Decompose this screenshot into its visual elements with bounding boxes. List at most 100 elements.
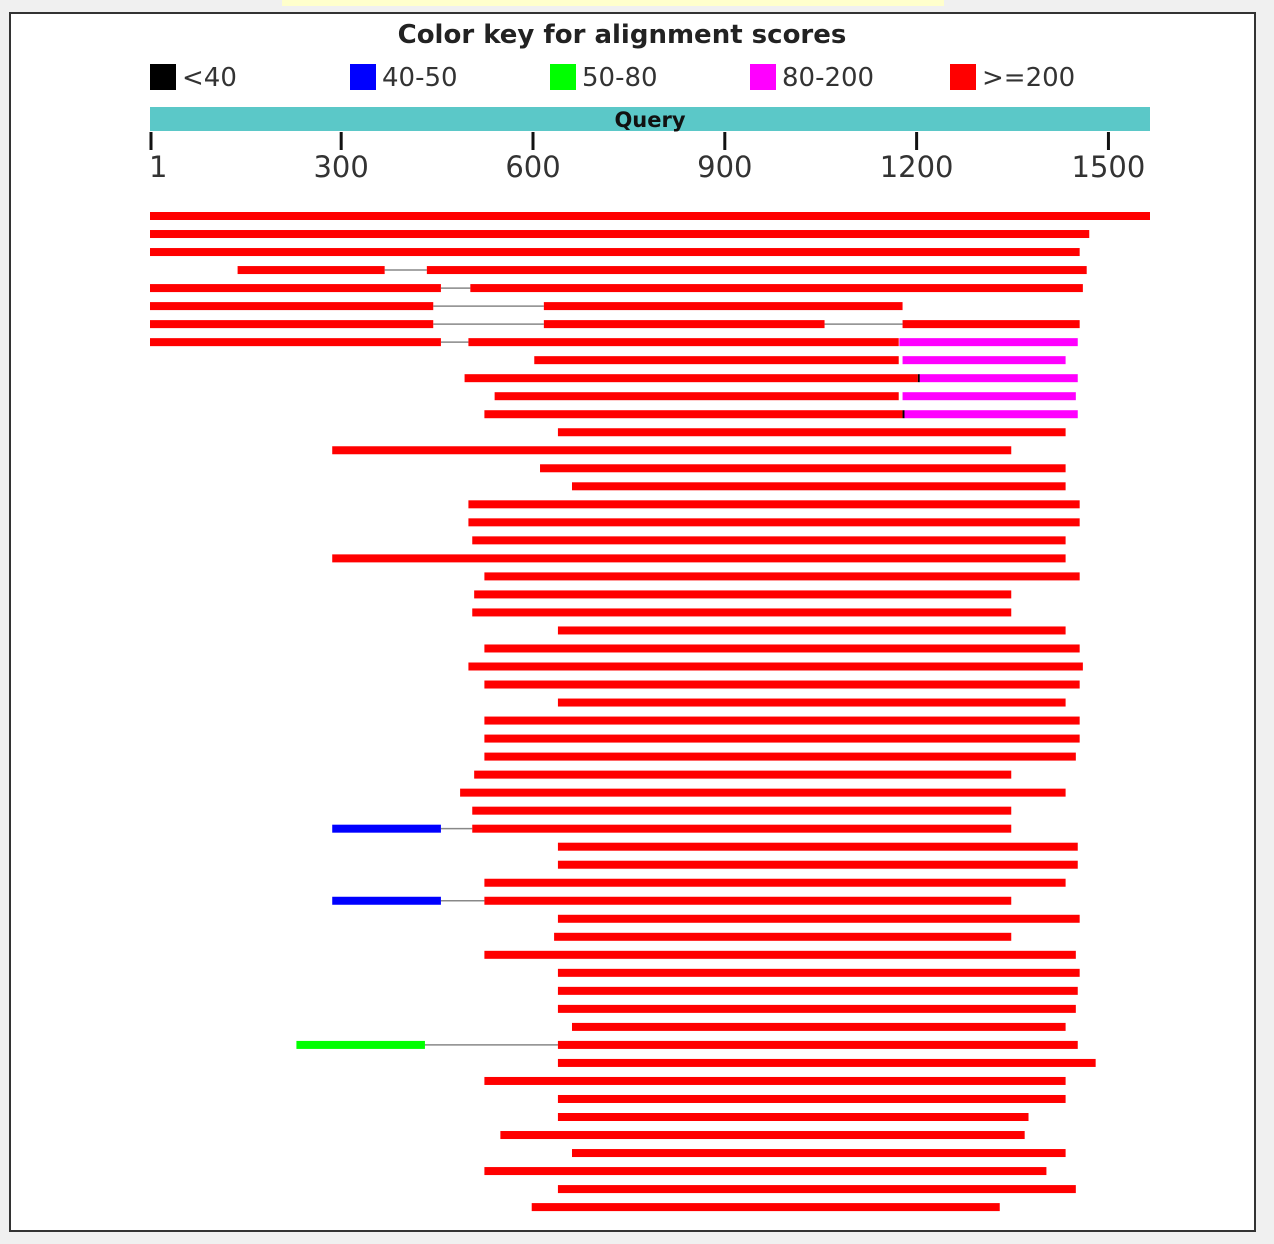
hit-segment[interactable] bbox=[494, 392, 899, 401]
hit-segment[interactable] bbox=[557, 842, 1078, 851]
hit-segment[interactable] bbox=[484, 878, 1066, 887]
hit-segment[interactable] bbox=[500, 1131, 1025, 1140]
hit-segment[interactable] bbox=[464, 374, 918, 383]
hit-segment[interactable] bbox=[468, 662, 1083, 671]
hit-segment[interactable] bbox=[484, 896, 1012, 905]
alignment-hit-row[interactable] bbox=[494, 392, 1076, 401]
hit-segment[interactable] bbox=[150, 320, 434, 329]
alignment-hit-row[interactable] bbox=[484, 716, 1080, 725]
alignment-hit-row[interactable] bbox=[557, 986, 1078, 995]
alignment-hit-row[interactable] bbox=[557, 698, 1066, 707]
alignment-hit-row[interactable] bbox=[468, 662, 1083, 671]
hit-segment[interactable] bbox=[472, 824, 1012, 833]
hit-segment[interactable] bbox=[150, 338, 441, 347]
hit-segment[interactable] bbox=[543, 302, 903, 311]
alignment-hit-row[interactable] bbox=[150, 248, 1080, 257]
hit-segment[interactable] bbox=[472, 608, 1012, 617]
hit-segment[interactable] bbox=[150, 248, 1080, 257]
hit-segment[interactable] bbox=[904, 410, 1078, 419]
hit-segment[interactable] bbox=[472, 536, 1066, 545]
alignment-hit-row[interactable] bbox=[571, 1149, 1066, 1158]
alignment-hit-row[interactable] bbox=[554, 932, 1012, 941]
alignment-hit-row[interactable] bbox=[557, 1058, 1096, 1067]
hit-segment[interactable] bbox=[332, 824, 441, 833]
alignment-hit-row[interactable] bbox=[150, 320, 1080, 329]
alignment-hit-row[interactable] bbox=[472, 806, 1012, 815]
hit-segment[interactable] bbox=[484, 572, 1080, 581]
hit-segment[interactable] bbox=[484, 752, 1076, 761]
alignment-hit-row[interactable] bbox=[484, 572, 1080, 581]
alignment-hit-row[interactable] bbox=[484, 752, 1076, 761]
alignment-hit-row[interactable] bbox=[332, 824, 1012, 833]
alignment-hit-row[interactable] bbox=[150, 212, 1150, 220]
hit-segment[interactable] bbox=[571, 1149, 1066, 1158]
hit-segment[interactable] bbox=[474, 770, 1012, 779]
hit-segment[interactable] bbox=[426, 266, 1087, 275]
alignment-hit-row[interactable] bbox=[332, 446, 1012, 455]
hit-segment[interactable] bbox=[484, 950, 1076, 959]
hit-segment[interactable] bbox=[468, 338, 899, 347]
hit-segment[interactable] bbox=[554, 932, 1012, 941]
alignment-hit-row[interactable] bbox=[557, 1094, 1066, 1103]
alignment-hit-row[interactable] bbox=[484, 950, 1076, 959]
hit-segment[interactable] bbox=[474, 590, 1012, 599]
hit-segment[interactable] bbox=[557, 698, 1066, 707]
hit-segment[interactable] bbox=[557, 626, 1066, 635]
hit-segment[interactable] bbox=[534, 356, 899, 365]
hit-segment[interactable] bbox=[902, 320, 1080, 329]
hit-segment[interactable] bbox=[470, 284, 1083, 293]
alignment-hit-row[interactable] bbox=[472, 536, 1066, 545]
alignment-hit-row[interactable] bbox=[332, 554, 1066, 563]
alignment-hit-row[interactable] bbox=[468, 500, 1080, 509]
hit-segment[interactable] bbox=[472, 806, 1012, 815]
alignment-hit-row[interactable] bbox=[150, 302, 903, 311]
alignment-hit-row[interactable] bbox=[557, 1004, 1076, 1013]
hit-segment[interactable] bbox=[150, 230, 1090, 239]
hit-segment[interactable] bbox=[557, 914, 1080, 923]
hit-segment[interactable] bbox=[150, 284, 441, 293]
hit-segment[interactable] bbox=[919, 374, 1078, 383]
alignment-hit-row[interactable] bbox=[571, 482, 1066, 491]
alignment-hit-row[interactable] bbox=[557, 860, 1078, 869]
alignment-hit-row[interactable] bbox=[571, 1022, 1066, 1031]
hit-segment[interactable] bbox=[296, 1040, 425, 1049]
hit-segment[interactable] bbox=[571, 482, 1066, 491]
alignment-hit-row[interactable] bbox=[557, 914, 1080, 923]
hit-segment[interactable] bbox=[484, 1167, 1047, 1176]
alignment-hit-row[interactable] bbox=[557, 1185, 1076, 1194]
alignment-hit-row[interactable] bbox=[150, 284, 1083, 293]
hit-segment[interactable] bbox=[237, 266, 385, 275]
alignment-hit-row[interactable] bbox=[468, 518, 1080, 527]
alignment-hit-row[interactable] bbox=[484, 680, 1080, 689]
hit-segment[interactable] bbox=[484, 716, 1080, 725]
hit-segment[interactable] bbox=[557, 1058, 1096, 1067]
hit-segment[interactable] bbox=[557, 1094, 1066, 1103]
alignment-hit-row[interactable] bbox=[484, 410, 1078, 419]
alignment-hit-row[interactable] bbox=[150, 230, 1090, 239]
alignment-hit-row[interactable] bbox=[150, 338, 1078, 347]
alignment-hit-row[interactable] bbox=[500, 1131, 1025, 1140]
alignment-hit-row[interactable] bbox=[484, 1167, 1047, 1176]
hit-segment[interactable] bbox=[150, 302, 434, 311]
alignment-hit-row[interactable] bbox=[534, 356, 1066, 365]
alignment-hit-row[interactable] bbox=[557, 428, 1066, 437]
hit-segment[interactable] bbox=[484, 734, 1080, 743]
hit-segment[interactable] bbox=[460, 788, 1066, 797]
hit-segment[interactable] bbox=[468, 518, 1080, 527]
hit-segment[interactable] bbox=[902, 392, 1076, 401]
hit-segment[interactable] bbox=[557, 986, 1078, 995]
alignment-hit-row[interactable] bbox=[460, 788, 1066, 797]
alignment-hit-row[interactable] bbox=[557, 842, 1078, 851]
hit-segment[interactable] bbox=[902, 410, 905, 419]
alignment-hit-row[interactable] bbox=[474, 770, 1012, 779]
hit-segment[interactable] bbox=[484, 410, 903, 419]
hit-segment[interactable] bbox=[557, 1113, 1029, 1121]
hit-segment[interactable] bbox=[484, 644, 1080, 653]
hit-segment[interactable] bbox=[531, 1203, 1000, 1212]
alignment-hit-row[interactable] bbox=[540, 464, 1066, 473]
hit-segment[interactable] bbox=[543, 320, 825, 329]
hit-segment[interactable] bbox=[332, 554, 1066, 563]
hit-segment[interactable] bbox=[557, 1004, 1076, 1013]
alignment-hit-row[interactable] bbox=[531, 1203, 1000, 1212]
hit-segment[interactable] bbox=[332, 446, 1012, 455]
